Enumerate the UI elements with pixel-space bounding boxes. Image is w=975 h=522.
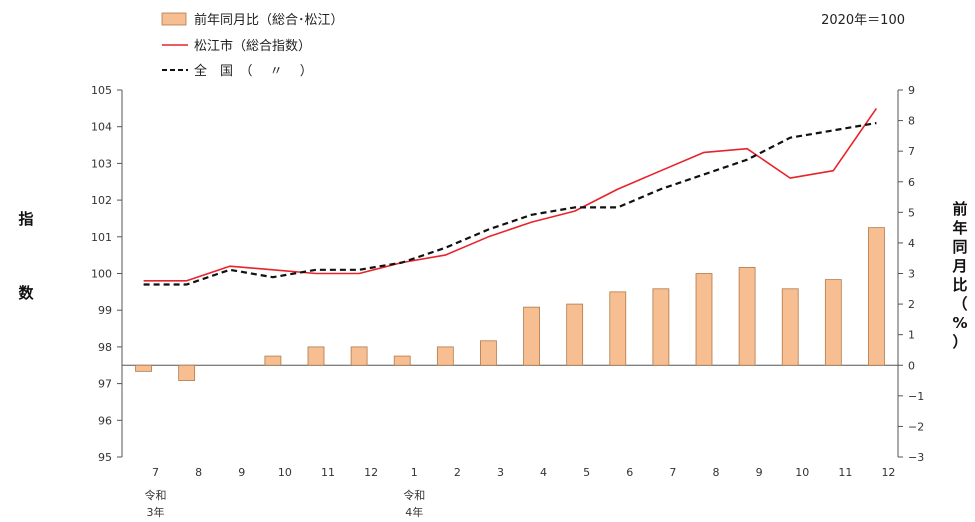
bar-yoy [566, 303, 584, 366]
bar-yoy [480, 340, 497, 366]
left-tick-label: 100 [91, 268, 112, 281]
right-axis-label-char: 月 [951, 257, 967, 275]
left-tick-label: 105 [91, 84, 112, 97]
era-label: 3年 [147, 505, 165, 519]
legend-label-matsue: 松江市（総合指数） [194, 38, 311, 54]
bar-yoy [307, 346, 325, 366]
bar-yoy [781, 288, 799, 366]
bar-yoy [824, 279, 842, 366]
era-label: 令和 [403, 488, 425, 502]
left-tick-label: 103 [91, 157, 112, 170]
bar-yoy [738, 266, 756, 366]
left-tick-label: 96 [98, 414, 112, 427]
left-tick-label: 98 [98, 341, 112, 354]
right-tick-label: 7 [908, 145, 915, 158]
bar-yoy [350, 346, 368, 366]
bars [135, 227, 885, 381]
right-tick-label: 0 [908, 359, 915, 372]
left-axis-label-char: 指 [18, 210, 33, 228]
legend-bar-swatch [161, 12, 187, 26]
right-tick-label: 5 [908, 206, 915, 219]
x-tick-label: 3 [497, 466, 504, 479]
x-tick-label: 11 [838, 466, 852, 479]
right-tick-label: 4 [908, 237, 915, 250]
axes: 9596979899100101102103104105−3−2−1012345… [91, 84, 924, 464]
right-tick-label: −3 [908, 451, 924, 464]
lines [143, 107, 878, 286]
left-tick-label: 95 [98, 451, 112, 464]
right-tick-label: −2 [908, 420, 924, 433]
legend-label-bar: 前年同月比（総合･松江） [194, 12, 344, 28]
x-tick-label: 8 [713, 466, 720, 479]
left-tick-label: 97 [98, 378, 112, 391]
x-tick-label: 2 [454, 466, 461, 479]
bar-yoy [178, 364, 196, 381]
x-tick-label: 7 [152, 466, 159, 479]
right-axis-label-char: 前 [952, 200, 967, 218]
right-axis-label-char: 年 [952, 219, 967, 237]
left-tick-label: 99 [98, 304, 112, 317]
bar-yoy [436, 346, 454, 366]
right-axis-label-char: % [952, 314, 967, 332]
x-tick-label: 8 [195, 466, 202, 479]
bar-yoy [652, 288, 670, 366]
right-axis-label-char: ） [952, 333, 967, 351]
bar-yoy [609, 291, 627, 366]
x-tick-label: 12 [364, 466, 378, 479]
right-tick-label: −1 [908, 390, 924, 403]
bar-yoy [523, 306, 540, 366]
right-tick-label: 6 [908, 176, 915, 189]
left-axis-label: 指数 [18, 210, 34, 302]
right-axis-label: 前年同月比（%） [951, 200, 967, 351]
left-tick-label: 104 [91, 121, 112, 134]
legend-label-national: 全 国 （ 〃 ） [194, 63, 313, 79]
left-axis-label-char: 数 [18, 284, 34, 302]
x-tick-label: 5 [583, 466, 590, 479]
bar-yoy [264, 355, 282, 366]
base-year-note: 2020年＝100 [821, 13, 905, 28]
bar-yoy [393, 355, 411, 366]
x-tick-label: 10 [795, 466, 809, 479]
right-axis-label-char: （ [952, 295, 967, 313]
x-tick-label: 4 [540, 466, 547, 479]
x-tick-label: 10 [278, 466, 292, 479]
bar-yoy [695, 273, 713, 366]
x-tick-label: 11 [321, 466, 335, 479]
right-tick-label: 9 [908, 84, 915, 97]
x-tick-label: 7 [669, 466, 676, 479]
right-tick-label: 1 [908, 329, 915, 342]
era-label: 令和 [145, 488, 167, 502]
x-tick-label: 9 [756, 466, 763, 479]
x-tick-label: 1 [411, 466, 418, 479]
right-tick-label: 8 [908, 115, 915, 128]
national-index-line [143, 121, 877, 286]
right-tick-label: 3 [908, 268, 915, 281]
x-tick-label: 9 [238, 466, 245, 479]
right-axis-label-char: 比 [952, 276, 967, 294]
x-tick-label: 12 [881, 466, 895, 479]
era-label: 4年 [405, 505, 423, 519]
right-axis-label-char: 同 [952, 238, 967, 256]
bar-yoy [135, 364, 152, 372]
left-tick-label: 102 [91, 194, 112, 207]
legend: 前年同月比（総合･松江） 松江市（総合指数） 全 国 （ 〃 ） [161, 12, 344, 79]
x-tick-label: 6 [626, 466, 633, 479]
right-tick-label: 2 [908, 298, 915, 311]
matsue-index-line [143, 107, 878, 282]
left-tick-label: 101 [91, 231, 112, 244]
bar-yoy [868, 227, 885, 366]
